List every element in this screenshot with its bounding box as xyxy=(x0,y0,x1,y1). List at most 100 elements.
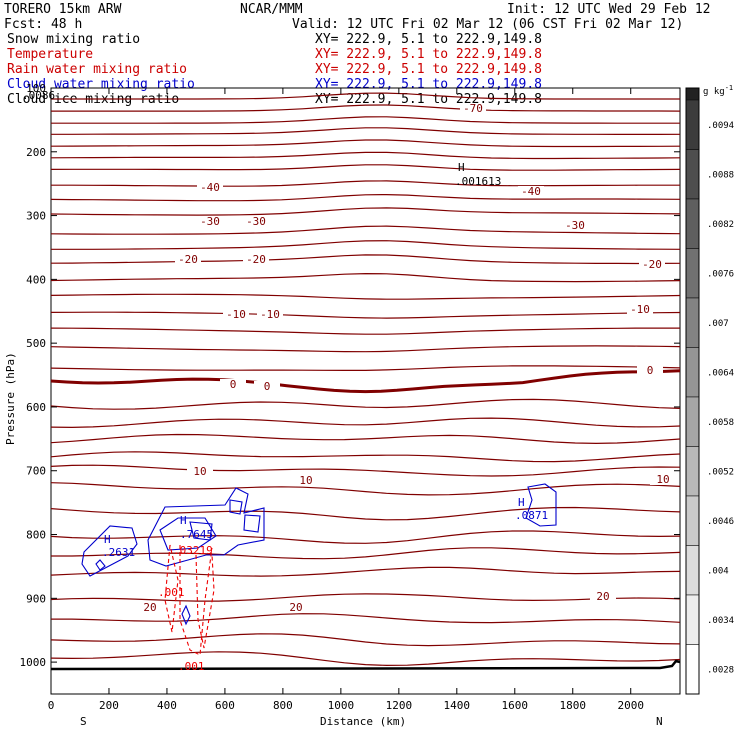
colorbar-label: .007 xyxy=(707,319,729,329)
label-backdrop xyxy=(518,186,544,197)
isotherm xyxy=(50,506,681,521)
south-label: S xyxy=(80,715,87,728)
temperature-label: 20 xyxy=(596,590,609,603)
temperature-label: -30 xyxy=(565,219,585,232)
isotherm xyxy=(50,225,681,235)
label-backdrop xyxy=(627,304,653,315)
colorbar-label: .004 xyxy=(707,566,729,576)
colorbar-swatch xyxy=(685,149,700,200)
colorbar-label: .0034 xyxy=(707,616,734,626)
rain-water-contour xyxy=(179,545,213,656)
isotherm xyxy=(50,345,681,353)
x-tick-label: 600 xyxy=(215,699,235,712)
temperature-label: 0 xyxy=(647,364,654,377)
y-tick-label: 900 xyxy=(26,592,46,605)
colorbar-label: .0058 xyxy=(707,418,734,428)
isotherm xyxy=(50,566,681,577)
label-backdrop xyxy=(562,220,588,231)
isotherm xyxy=(51,613,681,624)
cloud-water-contour xyxy=(189,521,213,541)
high-marker: H xyxy=(180,514,187,527)
temperature-label: 20 xyxy=(143,601,156,614)
max-value: .0871 xyxy=(515,509,548,522)
isotherm xyxy=(50,193,681,202)
label-backdrop xyxy=(175,254,201,265)
temperature-label: -40 xyxy=(521,185,541,198)
label-backdrop xyxy=(243,254,269,265)
temperature-label: -10 xyxy=(630,303,650,316)
max-value: .2631 xyxy=(102,546,135,559)
x-tick-label: 1600 xyxy=(502,699,529,712)
x-tick-label: 1800 xyxy=(560,699,587,712)
colorbar-swatch xyxy=(685,545,700,596)
isotherm xyxy=(50,254,681,265)
field-xy: XY= 222.9, 5.1 to 222.9,149.8 xyxy=(315,47,542,62)
x-tick-label: 200 xyxy=(99,699,119,712)
temperature-label: 20 xyxy=(289,601,302,614)
colorbar-unit: g kg-1 xyxy=(703,84,733,97)
ground-surface xyxy=(50,659,681,671)
model-title: TORERO 15km ARW xyxy=(4,2,122,17)
colorbar-label: .0088 xyxy=(707,170,734,180)
isotherm xyxy=(51,240,681,250)
colorbar-swatch xyxy=(685,594,700,645)
y-tick-label: 700 xyxy=(26,465,46,478)
isotherm xyxy=(50,365,681,371)
temperature-label: -30 xyxy=(246,215,266,228)
cloud-water-contour xyxy=(525,483,557,527)
label-backdrop xyxy=(460,103,486,114)
isotherm xyxy=(50,151,681,160)
temperature-label: -30 xyxy=(200,215,220,228)
label-backdrop xyxy=(223,309,249,320)
temperature-label: -70 xyxy=(463,102,483,115)
isotherm xyxy=(50,593,681,602)
rain-water-contour xyxy=(164,544,179,633)
y-tick-label: 1000 xyxy=(20,656,47,669)
x-tick-label: 0 xyxy=(48,699,55,712)
cloud-water-contour xyxy=(95,559,106,571)
colorbar-swatch xyxy=(686,88,699,100)
temperature-label: 0 xyxy=(230,378,237,391)
isotherm xyxy=(50,293,681,300)
isotherm xyxy=(50,139,681,148)
isotherm xyxy=(50,651,681,667)
colorbar-label: .0046 xyxy=(707,517,734,527)
forecast-hour: Fcst: 48 h xyxy=(4,17,82,32)
colorbar: .0094 .0088 .0082 .0076 .007 .0064 .0058 .0052.… xyxy=(685,87,734,695)
colorbar-swatch xyxy=(685,495,700,546)
label-backdrop xyxy=(254,381,280,392)
y-tick-label: 300 xyxy=(26,210,46,223)
north-label: N xyxy=(656,715,663,728)
x-tick-label: 1400 xyxy=(444,699,471,712)
cloud-water-contour xyxy=(181,604,191,626)
x-tick-label: 800 xyxy=(273,699,293,712)
isotherm xyxy=(51,104,681,112)
x-tick-label: 2000 xyxy=(617,699,644,712)
isotherm xyxy=(50,451,681,463)
label-backdrop xyxy=(637,365,663,376)
temperature-label: -20 xyxy=(246,253,266,266)
label-backdrop xyxy=(197,182,223,193)
cloud-water-contour xyxy=(243,514,261,533)
temperature-label: -10 xyxy=(226,308,246,321)
field-xy: XY= 222.9, 5.1 to 222.9,149.8 xyxy=(315,77,542,92)
colorbar-label: .0094 xyxy=(707,121,734,131)
cloud-water-contour xyxy=(229,499,243,515)
y-axis-label: Pressure (hPa) xyxy=(4,352,17,445)
temperature-label: 10 xyxy=(193,465,206,478)
isotherm xyxy=(50,482,681,496)
colorbar-swatch xyxy=(685,446,700,497)
label-backdrop xyxy=(650,474,676,485)
colorbar-swatch xyxy=(685,644,700,695)
temperature-label: -20 xyxy=(642,258,662,271)
x-tick-label: 400 xyxy=(157,699,177,712)
temperature-label: 10 xyxy=(656,473,669,486)
contour-label: .001 xyxy=(178,660,205,673)
y-tick-label: 100 xyxy=(26,82,46,95)
rain-water-contours xyxy=(164,544,215,656)
colorbar-label: .0082 xyxy=(707,220,734,230)
label-backdrop xyxy=(257,309,283,320)
temperature-label: -10 xyxy=(260,308,280,321)
isotherm xyxy=(50,311,681,319)
temperature-label: 10 xyxy=(299,474,312,487)
